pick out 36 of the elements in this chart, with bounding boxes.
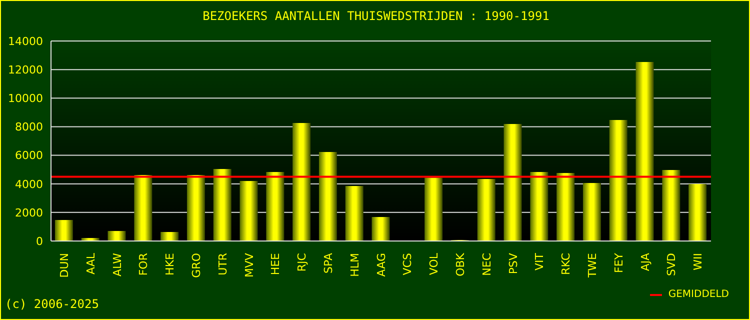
x-tick-label: MVV [242,252,256,278]
x-tick-label: FOR [137,252,150,276]
x-tick-label: HEE [269,252,282,276]
y-tick-label: 2000 [15,206,43,220]
x-tick-label: WII [692,253,705,270]
x-tick-label: VIT [533,252,546,270]
legend-label: GEMIDDELD [668,289,729,300]
x-tick-label: FEY [612,252,626,273]
chart-title: BEZOEKERS AANTALLEN THUISWEDSTRIJDEN : 1990-1991 [202,9,550,23]
y-tick-label: 0 [36,234,43,248]
y-tick-label: 12000 [8,63,43,76]
x-tick-label: UTR [216,252,230,276]
x-tick-label: HKE [164,252,177,276]
x-tick-label: AJA [638,252,652,272]
y-tick-label: 14000 [8,34,43,48]
x-tick-label: DUN [58,253,72,278]
y-tick-label: 8000 [15,120,43,134]
x-tick-label: NEC [480,252,494,276]
x-tick-label: GRO [190,252,204,278]
x-tick-label: SVD [665,253,678,276]
x-tick-label: AAG [374,253,388,277]
x-tick-label: HLM [348,253,362,277]
x-tick-label: SPA [322,252,336,274]
x-tick-label: ALW [110,252,124,277]
x-tick-label: RKC [560,252,573,275]
x-tick-label: TWE [586,252,600,279]
y-tick-label: 10000 [8,92,43,106]
x-tick-label: AAL [84,252,98,274]
x-tick-label: PSV [506,252,520,274]
y-tick-label: 4000 [15,178,43,191]
x-tick-label: OBK [454,252,468,276]
y-tick-label: 6000 [15,149,43,162]
x-tick-label: VOL [428,252,441,276]
x-tick-label: VCS [401,253,414,276]
text: (c) 2006-2025 [5,297,99,311]
x-tick-label: RJC [296,252,309,272]
